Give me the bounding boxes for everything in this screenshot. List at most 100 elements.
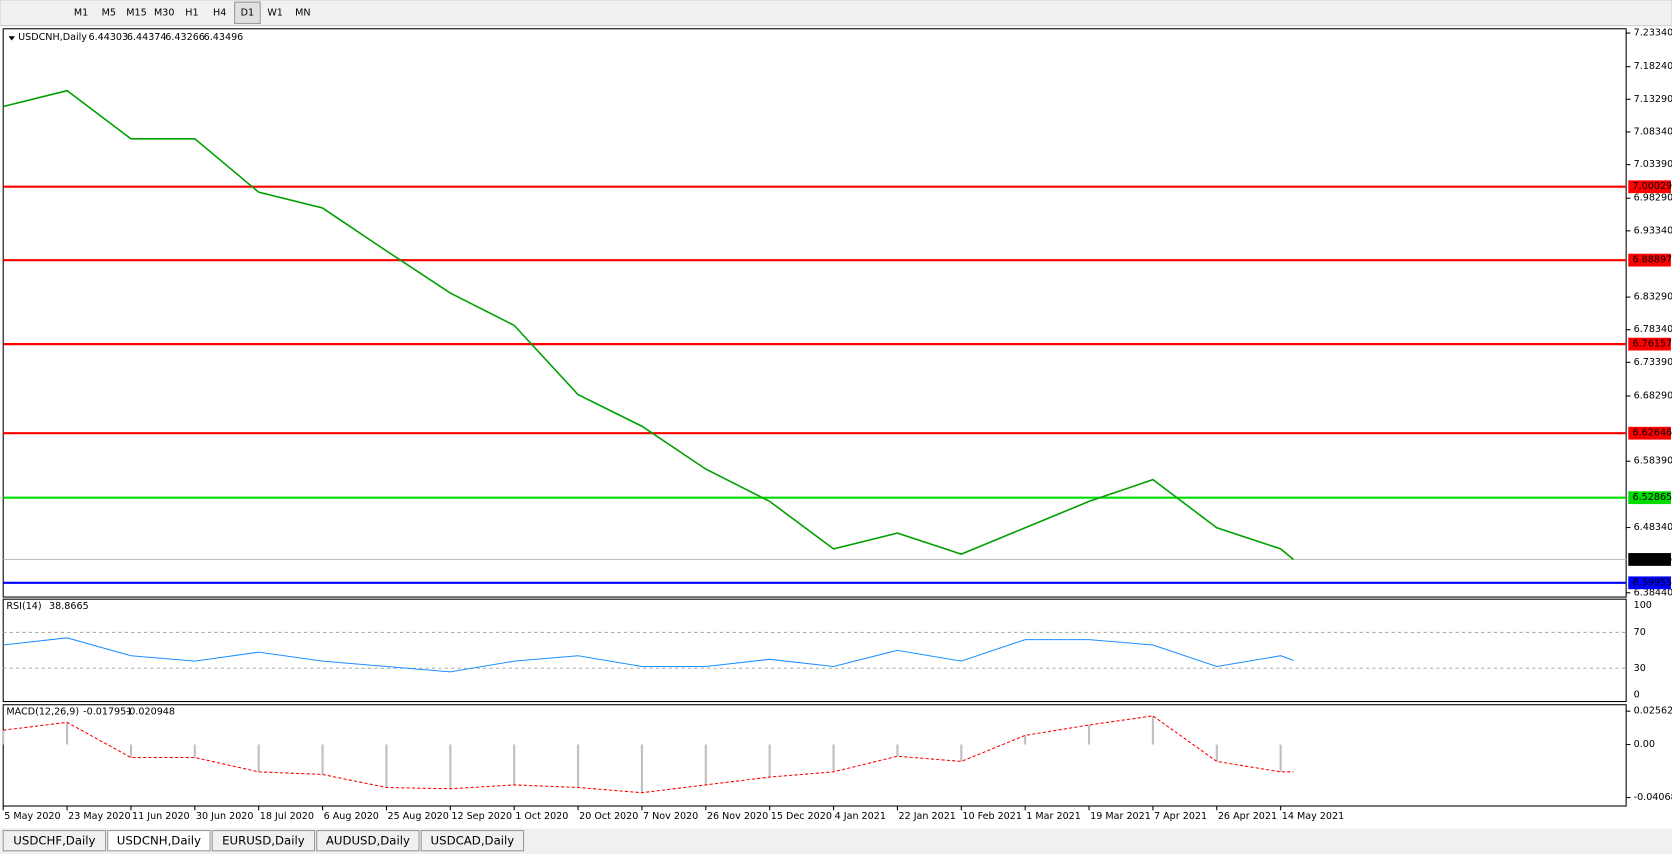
level-label: 6.39955 — [1633, 577, 1672, 588]
timeframe-button[interactable]: D1 — [241, 7, 254, 18]
macd-label: MACD(12,26,9) — [6, 707, 79, 718]
macd-bar — [513, 744, 516, 785]
x-tick-label: 26 Apr 2021 — [1218, 811, 1277, 822]
tab[interactable] — [2, 830, 107, 852]
chart-title: USDCNH,Daily — [18, 32, 87, 43]
y-tick-label: 7.03390 — [1634, 159, 1672, 170]
x-tick-label: 11 Jun 2020 — [132, 811, 190, 822]
chart-area — [0, 26, 1672, 829]
x-tick-label: 7 Nov 2020 — [643, 811, 698, 822]
ohlc-value: 6.43266 — [165, 32, 205, 43]
tab-label[interactable]: USDCNH,Daily — [117, 834, 201, 848]
tab-label[interactable]: USDCAD,Daily — [431, 834, 515, 848]
ohlc-value: 6.44303 — [89, 32, 129, 43]
macd-bar — [960, 744, 963, 762]
tab[interactable] — [420, 830, 525, 852]
macd-bar — [768, 744, 771, 778]
level-label-box — [1628, 491, 1671, 505]
y-tick-label: 7.13290 — [1634, 94, 1672, 105]
macd-bar — [1024, 735, 1027, 745]
level-label-box — [1628, 576, 1671, 590]
timeframe-button[interactable]: MN — [295, 7, 310, 18]
timeframe-button[interactable]: M30 — [154, 7, 174, 18]
level-label-box — [1628, 253, 1671, 267]
macd-bar — [257, 744, 260, 772]
y-tick-label: 6.38440 — [1634, 587, 1672, 598]
y-tick-label: 6.83290 — [1634, 292, 1672, 303]
y-tick-label: 7.18240 — [1634, 61, 1672, 72]
level-label: 6.52865 — [1633, 492, 1672, 503]
macd-bar — [129, 744, 133, 758]
x-tick-label: 7 Apr 2021 — [1154, 811, 1207, 822]
level-label-box — [1628, 180, 1671, 194]
x-tick-label: 15 Dec 2020 — [771, 811, 832, 822]
y-tick-label: 6.93340 — [1634, 225, 1672, 236]
timeframe-button[interactable]: H4 — [213, 7, 226, 18]
macd-bar — [1279, 744, 1282, 772]
price-label-box — [1628, 553, 1671, 566]
timeframe-button[interactable]: M15 — [126, 7, 146, 18]
x-tick-label: 12 Sep 2020 — [451, 811, 512, 822]
tab[interactable] — [107, 830, 211, 852]
y-tick-label: 6.68290 — [1634, 390, 1672, 401]
x-tick-label: 25 Aug 2020 — [388, 811, 449, 822]
macd-signal: -0.020948 — [126, 707, 175, 718]
level-label-box — [1628, 337, 1671, 351]
y-tick-label: 6.78340 — [1634, 324, 1672, 335]
rsi-tick-label: 30 — [1634, 663, 1646, 674]
macd-bar — [1215, 744, 1218, 762]
timeframe-button[interactable]: W1 — [267, 7, 283, 18]
macd-bar — [2, 730, 5, 745]
macd-signal-line — [3, 715, 1294, 794]
y-tick-label: 6.98290 — [1634, 193, 1672, 204]
ohlc-value: 6.43496 — [204, 32, 244, 43]
macd-bar — [704, 744, 707, 785]
macd-tick-label: 0.025623 — [1634, 706, 1672, 717]
y-tick-label: 6.58390 — [1634, 456, 1672, 467]
tab-label[interactable]: USDCHF,Daily — [13, 834, 95, 848]
y-tick-label: 7.08340 — [1634, 126, 1672, 137]
main-panel — [2, 28, 1627, 598]
macd-bar — [576, 744, 580, 788]
macd-bar — [640, 744, 643, 793]
tab[interactable] — [316, 830, 420, 852]
x-tick-label: 10 Feb 2021 — [962, 811, 1022, 822]
x-tick-label: 26 Nov 2020 — [707, 811, 768, 822]
rsi-tick-label: 100 — [1634, 600, 1652, 611]
level-label-box — [1628, 426, 1671, 440]
x-tick-label: 18 Jul 2020 — [260, 811, 314, 822]
ohlc-value: 6.44374 — [127, 32, 167, 43]
macd-bar — [1151, 715, 1154, 745]
x-tick-label: 20 Oct 2020 — [579, 811, 638, 822]
y-tick-label: 6.48340 — [1634, 522, 1672, 533]
x-tick-label: 30 Jun 2020 — [196, 811, 254, 822]
timeframe-button[interactable]: M1 — [74, 7, 88, 18]
y-tick-label: 6.73390 — [1634, 357, 1672, 368]
x-tick-label: 5 May 2020 — [4, 811, 60, 822]
rsi-panel — [2, 598, 1627, 703]
timeframe-button[interactable]: H1 — [185, 7, 198, 18]
x-tick-label: 22 Jan 2021 — [898, 811, 955, 822]
x-tick-label: 19 Mar 2021 — [1090, 811, 1151, 822]
tab[interactable] — [211, 830, 316, 852]
level-label: 6.62646 — [1633, 428, 1672, 439]
tab-label[interactable]: EURUSD,Daily — [222, 834, 305, 848]
macd-bar — [832, 744, 835, 772]
rsi-label: RSI(14) — [6, 601, 41, 612]
macd-bar — [321, 744, 324, 775]
x-tick-label: 1 Oct 2020 — [515, 811, 568, 822]
macd-bar — [66, 722, 69, 745]
level-label: 6.76157 — [1633, 339, 1672, 350]
tab-label[interactable]: AUDUSD,Daily — [326, 834, 410, 848]
price-series — [3, 89, 1294, 561]
rsi-value: 38.8665 — [49, 601, 89, 612]
x-tick-label: 23 May 2020 — [68, 811, 130, 822]
x-tick-label: 4 Jan 2021 — [835, 811, 886, 822]
macd-bar — [385, 744, 388, 788]
menu-arrow[interactable] — [8, 36, 15, 41]
timeframe-button[interactable]: M5 — [102, 7, 116, 18]
macd-main: -0.017951 — [83, 707, 132, 718]
macd-bar — [193, 744, 196, 758]
